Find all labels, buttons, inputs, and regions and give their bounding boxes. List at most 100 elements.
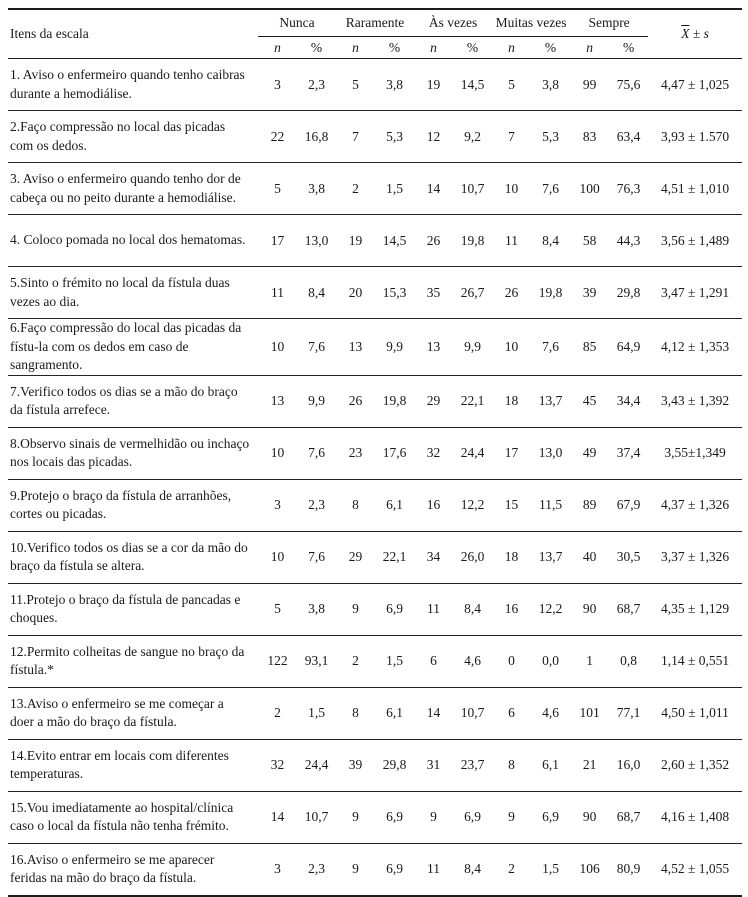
n-value: 21: [582, 757, 597, 773]
subheader-pct: %: [310, 39, 323, 55]
group-header-raramente: Raramente: [336, 9, 415, 37]
pct-value: 64,9: [616, 338, 641, 354]
pct-value: 3,8: [386, 76, 403, 92]
n-value: 3: [274, 861, 281, 877]
subheader-n: n: [586, 39, 593, 55]
table-row: 11.Protejo o braço da fístula de pancada…: [8, 583, 742, 635]
n-value: 3: [274, 497, 281, 513]
n-value: 34: [426, 549, 441, 565]
subheader-pct: %: [544, 39, 557, 55]
n-value: 3: [274, 76, 281, 92]
table-row: 16.Aviso o enfermeiro se me aparecer fer…: [8, 843, 742, 896]
n-value: 16: [426, 497, 441, 513]
n-value: 39: [348, 757, 363, 773]
mean-sd-value: 4,16 ± 1,408: [660, 809, 730, 825]
pct-value: 10,7: [304, 809, 329, 825]
table-row: 2.Faço compressão no local das picadas c…: [8, 110, 742, 163]
pct-value: 4,6: [464, 653, 481, 669]
mean-sd-value: 3,47 ± 1,291: [660, 284, 730, 300]
plus-minus-symbol: ±: [692, 26, 701, 41]
pct-value: 77,1: [616, 705, 641, 721]
mean-sd-value: 3,37 ± 1,326: [660, 549, 730, 565]
n-value: 0: [508, 653, 515, 669]
mean-sd-value: 1,14 ± 0,551: [660, 653, 730, 669]
n-value: 83: [582, 128, 597, 144]
pct-value: 1,5: [308, 705, 325, 721]
n-value: 5: [274, 180, 281, 196]
pct-value: 9,2: [464, 128, 481, 144]
pct-value: 19,8: [382, 393, 407, 409]
n-value: 13: [426, 338, 441, 354]
n-value: 14: [426, 180, 441, 196]
n-value: 10: [270, 549, 285, 565]
table-row: 6.Faço compressão do local das picadas d…: [8, 318, 742, 376]
item-text: 4. Coloco pomada no local dos hematomas.: [10, 232, 246, 248]
items-column-header: Itens da escala: [10, 26, 89, 41]
n-value: 11: [427, 601, 441, 617]
pct-value: 6,9: [386, 601, 403, 617]
n-value: 7: [352, 128, 359, 144]
item-text: 5.Sinto o frémito no local da fístula du…: [10, 274, 230, 309]
pct-value: 68,7: [616, 601, 641, 617]
pct-value: 9,9: [308, 393, 325, 409]
pct-value: 6,9: [386, 809, 403, 825]
n-value: 2: [508, 861, 515, 877]
pct-value: 34,4: [616, 393, 641, 409]
pct-value: 23,7: [460, 757, 485, 773]
mean-sd-value: 4,52 ± 1,055: [660, 861, 730, 877]
pct-value: 15,3: [382, 284, 407, 300]
pct-value: 24,4: [460, 445, 485, 461]
mean-sd-value: 4,47 ± 1,025: [660, 76, 730, 92]
n-value: 5: [352, 76, 359, 92]
pct-value: 68,7: [616, 809, 641, 825]
group-header-sempre: Sempre: [570, 9, 649, 37]
table-header: Itens da escala Nunca Raramente Às vezes…: [8, 9, 742, 59]
n-value: 19: [426, 76, 441, 92]
n-value: 10: [504, 180, 519, 196]
pct-value: 13,0: [304, 232, 329, 248]
table-row: 7.Verifico todos os dias se a mão do bra…: [8, 375, 742, 427]
n-value: 18: [504, 549, 519, 565]
pct-value: 3,8: [542, 76, 559, 92]
pct-value: 17,6: [382, 445, 407, 461]
item-text: 12.Permito colheitas de sangue no braço …: [10, 643, 245, 678]
pct-value: 8,4: [308, 284, 325, 300]
n-value: 23: [348, 445, 363, 461]
n-value: 6: [508, 705, 515, 721]
mean-sd-value: 2,60 ± 1,352: [660, 757, 730, 773]
n-value: 26: [426, 232, 441, 248]
pct-value: 29,8: [616, 284, 641, 300]
n-value: 6: [430, 653, 437, 669]
n-value: 90: [582, 601, 597, 617]
mean-sd-value: 4,12 ± 1,353: [660, 338, 730, 354]
pct-value: 8,4: [464, 861, 481, 877]
mean-sd-value: 4,51 ± 1,010: [660, 180, 730, 196]
n-value: 49: [582, 445, 597, 461]
pct-value: 7,6: [542, 180, 559, 196]
pct-value: 7,6: [308, 445, 325, 461]
n-value: 17: [504, 445, 519, 461]
subheader-pct: %: [622, 39, 635, 55]
pct-value: 63,4: [616, 128, 641, 144]
n-value: 20: [348, 284, 363, 300]
n-value: 31: [426, 757, 441, 773]
n-value: 16: [504, 601, 519, 617]
pct-value: 26,0: [460, 549, 485, 565]
item-text: 3. Aviso o enfermeiro quando tenho dor d…: [10, 170, 241, 205]
n-value: 18: [504, 393, 519, 409]
pct-value: 44,3: [616, 232, 641, 248]
n-value: 85: [582, 338, 597, 354]
n-value: 39: [582, 284, 597, 300]
pct-value: 6,9: [542, 809, 559, 825]
item-text: 7.Verifico todos os dias se a mão do bra…: [10, 383, 238, 418]
subheader-n: n: [274, 39, 281, 55]
n-value: 22: [270, 128, 285, 144]
item-text: 8.Observo sinais de vermelhidão ou incha…: [10, 435, 250, 470]
item-text: 15.Vou imediatamente ao hospital/clínica…: [10, 799, 234, 834]
n-value: 29: [348, 549, 363, 565]
table-row: 15.Vou imediatamente ao hospital/clínica…: [8, 791, 742, 843]
mean-sd-value: 3,56 ± 1,489: [660, 232, 730, 248]
n-value: 9: [352, 601, 359, 617]
item-text: 16.Aviso o enfermeiro se me aparecer fer…: [10, 851, 215, 886]
